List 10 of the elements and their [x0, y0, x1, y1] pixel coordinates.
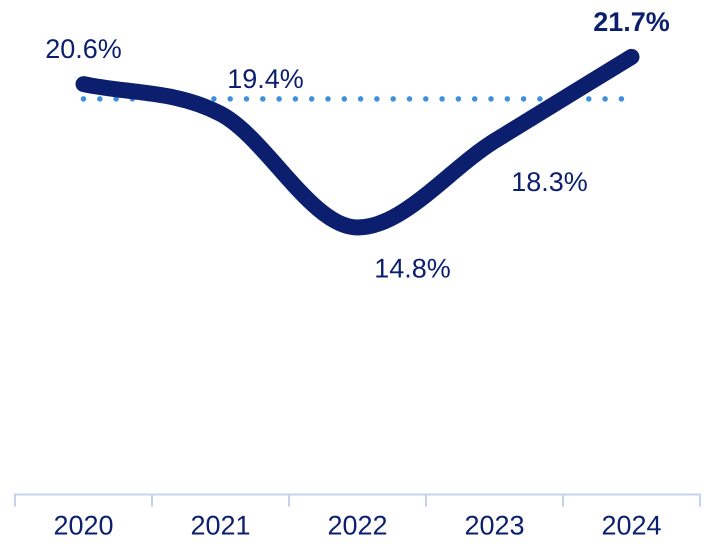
data-label: 18.3% [511, 166, 588, 197]
x-tick-label: 2024 [601, 510, 662, 540]
data-label: 19.4% [227, 64, 304, 94]
x-tick-label: 2022 [327, 510, 388, 540]
x-tick-label: 2020 [53, 510, 114, 540]
data-label: 14.8% [374, 254, 451, 284]
x-tick-label: 2023 [464, 510, 525, 540]
x-tick-label: 2021 [190, 510, 251, 540]
data-label: 21.7% [593, 6, 670, 37]
data-label: 20.6% [45, 34, 122, 64]
